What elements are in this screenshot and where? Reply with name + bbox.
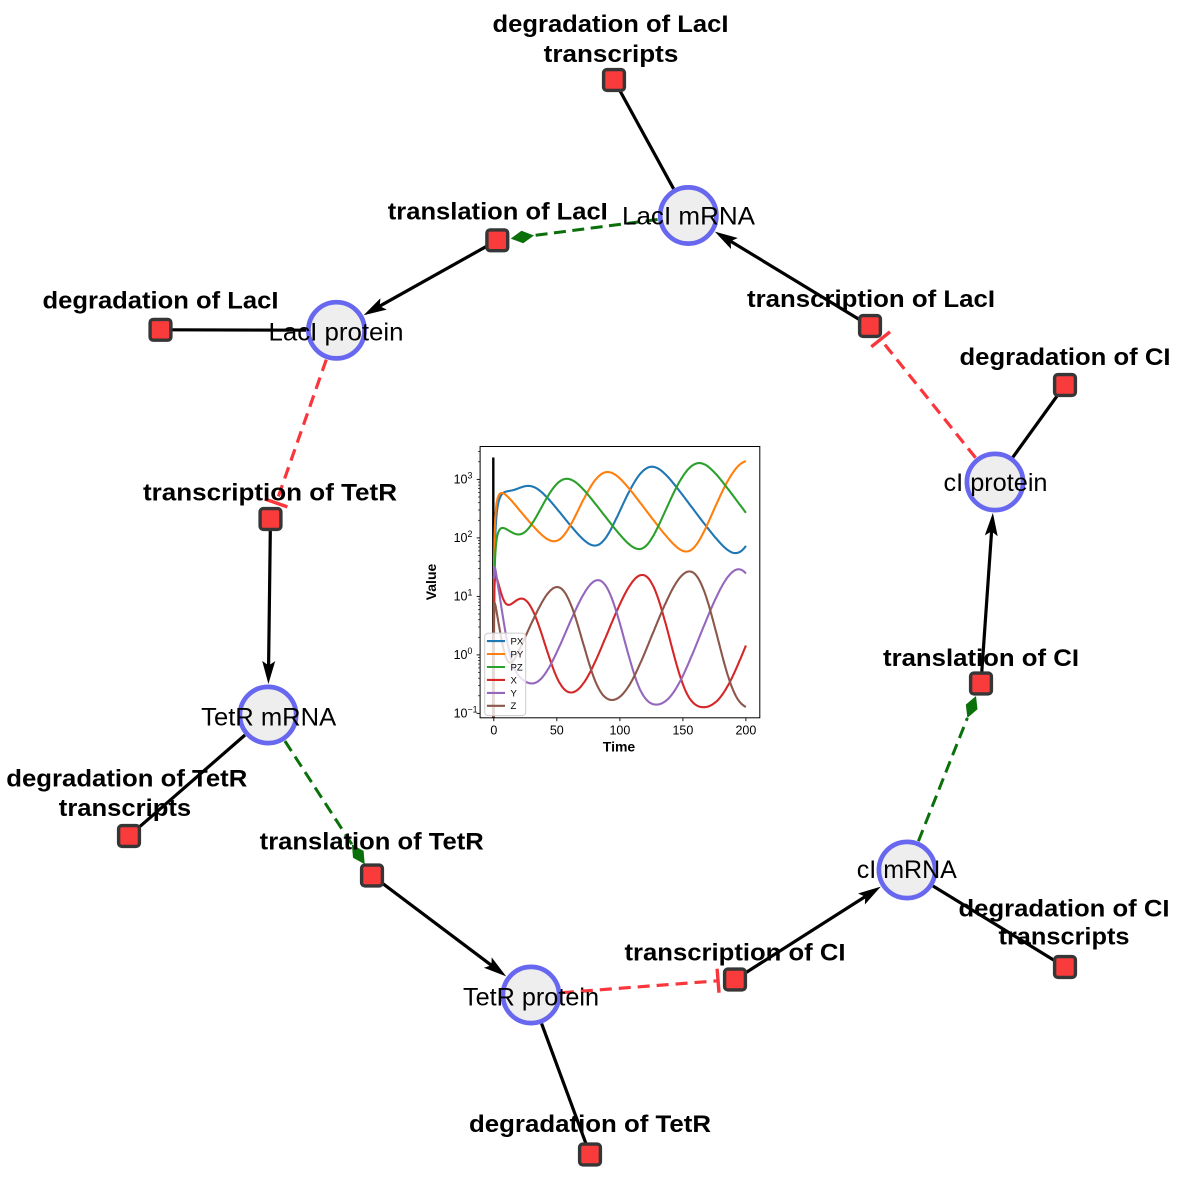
svg-text:X: X [511,675,518,686]
svg-text:200: 200 [735,723,756,737]
svg-text:transcription of LacI: transcription of LacI [747,286,995,313]
svg-text:PY: PY [511,649,524,660]
svg-text:degradation of TetR: degradation of TetR [6,765,247,792]
svg-text:degradation of TetR: degradation of TetR [469,1111,711,1138]
svg-text:transcription of CI: transcription of CI [625,940,846,967]
svg-text:translation of LacI: translation of LacI [388,198,608,225]
svg-text:degradation of CI: degradation of CI [960,344,1171,371]
svg-text:TetR protein: TetR protein [463,983,599,1011]
svg-text:Y: Y [511,688,518,699]
svg-text:PZ: PZ [511,662,523,673]
svg-text:degradation of CI: degradation of CI [959,896,1170,923]
svg-text:transcription of TetR: transcription of TetR [143,480,397,507]
svg-text:transcripts: transcripts [999,924,1130,951]
svg-text:PX: PX [511,637,524,648]
svg-text:150: 150 [672,723,693,737]
svg-text:translation of CI: translation of CI [883,645,1079,672]
svg-text:Z: Z [511,701,517,712]
svg-text:degradation of LacI: degradation of LacI [43,288,279,315]
svg-text:TetR mRNA: TetR mRNA [201,704,336,732]
svg-text:Time: Time [603,739,636,755]
svg-text:transcripts: transcripts [544,41,679,68]
svg-text:LacI mRNA: LacI mRNA [622,202,755,230]
svg-text:cI mRNA: cI mRNA [857,856,957,884]
svg-text:transcripts: transcripts [59,795,191,822]
svg-text:degradation of LacI: degradation of LacI [493,11,729,38]
svg-text:100: 100 [609,723,630,737]
svg-text:0: 0 [490,723,497,737]
svg-text:LacI protein: LacI protein [269,319,404,347]
svg-text:50: 50 [550,723,564,737]
svg-text:translation of TetR: translation of TetR [260,829,484,856]
svg-text:Value: Value [423,564,439,601]
svg-text:cI protein: cI protein [944,469,1048,497]
